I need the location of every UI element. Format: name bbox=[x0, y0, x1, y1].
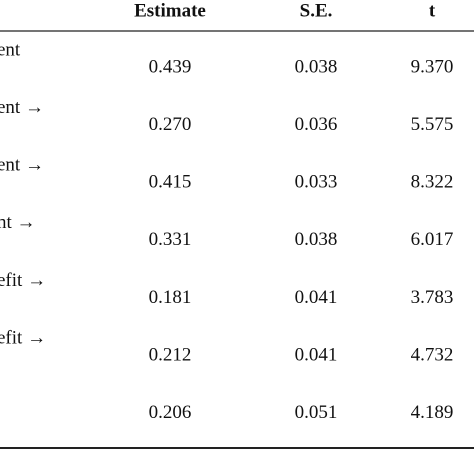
cell: 0.181 bbox=[149, 287, 192, 308]
cell: 0.038 bbox=[295, 229, 338, 250]
cell: 0.041 bbox=[295, 287, 338, 308]
cell: 9.370 bbox=[411, 56, 454, 77]
row-label: nt → bbox=[0, 212, 36, 233]
cell: 0.212 bbox=[149, 344, 192, 365]
row-label: ent bbox=[0, 39, 21, 60]
column-header: t bbox=[429, 0, 436, 21]
cell: 6.017 bbox=[411, 229, 454, 250]
cell: 3.783 bbox=[411, 287, 454, 308]
cell: 0.036 bbox=[295, 114, 338, 135]
column-header: Estimate bbox=[134, 0, 206, 21]
cell: 0.051 bbox=[295, 402, 338, 423]
cell: 0.331 bbox=[149, 229, 192, 250]
cell: 0.041 bbox=[295, 344, 338, 365]
row-label: ent → bbox=[0, 155, 44, 176]
row-label: efit → bbox=[0, 270, 46, 291]
cell: 4.732 bbox=[411, 344, 454, 365]
cell: 0.439 bbox=[149, 56, 192, 77]
cell: 0.033 bbox=[295, 172, 338, 193]
cell: 0.415 bbox=[149, 172, 192, 193]
cell: 0.270 bbox=[149, 114, 192, 135]
column-header: S.E. bbox=[300, 0, 333, 21]
row-label: efit → bbox=[0, 327, 46, 348]
cell: 5.575 bbox=[411, 114, 454, 135]
cell: 0.038 bbox=[295, 56, 338, 77]
cell: 0.206 bbox=[149, 402, 192, 423]
row-label: ent → bbox=[0, 97, 44, 118]
cell: 4.189 bbox=[411, 402, 454, 423]
cell: 8.322 bbox=[411, 172, 454, 193]
